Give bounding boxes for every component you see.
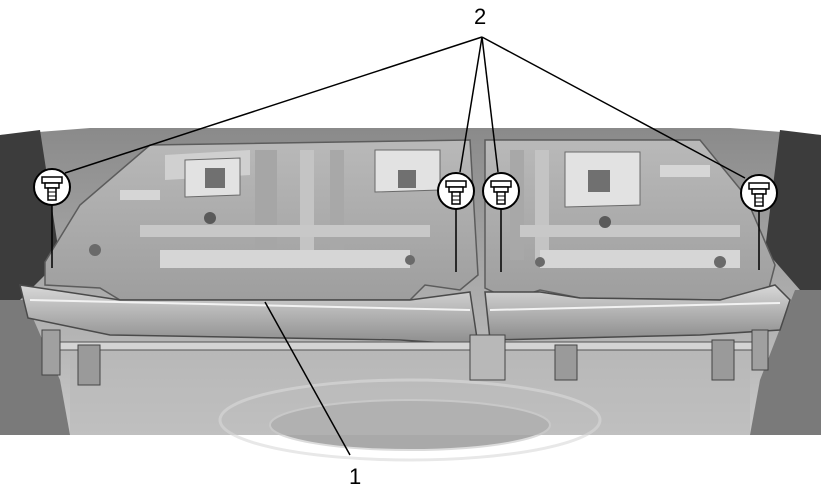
callout-label-1: 1 (349, 464, 362, 489)
callout-label-2: 2 (474, 4, 487, 29)
bolt-icon (740, 174, 778, 212)
bolt-icon-group (33, 168, 778, 272)
support-rod (41, 329, 769, 386)
bolt-icon (33, 168, 71, 206)
seat-panel-left (44, 139, 479, 301)
callout-leaders (64, 36, 746, 456)
leader-2-a (64, 36, 483, 174)
leader-2-d (481, 36, 746, 179)
bolt-icon (437, 172, 475, 210)
leader-2-c (481, 36, 499, 173)
leader-1 (264, 301, 351, 456)
seat-panel-right (484, 139, 776, 301)
seat-cushion-frame (19, 284, 791, 346)
bolt-icon (482, 172, 520, 210)
leader-2-b (459, 36, 483, 173)
